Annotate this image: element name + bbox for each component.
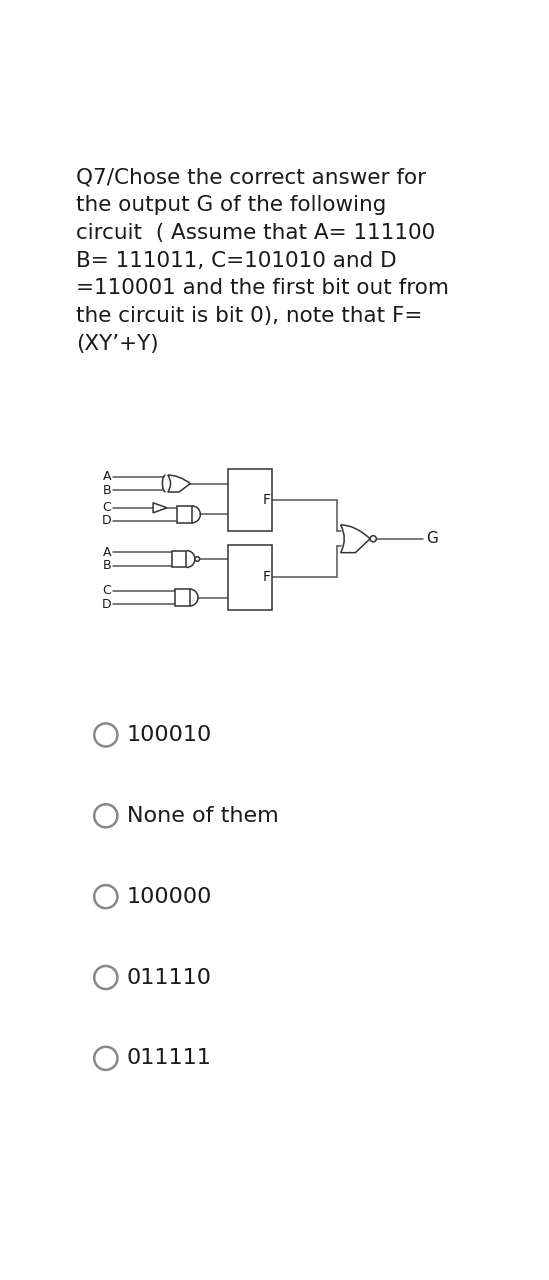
Text: A: A xyxy=(103,547,111,559)
Text: the output G of the following: the output G of the following xyxy=(76,195,386,215)
Circle shape xyxy=(94,884,117,909)
Text: (XY’+Y): (XY’+Y) xyxy=(76,334,159,353)
Circle shape xyxy=(370,536,376,541)
Text: A: A xyxy=(103,471,111,484)
Text: 100000: 100000 xyxy=(127,887,212,906)
Text: B: B xyxy=(103,484,111,497)
Bar xyxy=(227,545,272,611)
PathPatch shape xyxy=(153,503,167,513)
Text: C: C xyxy=(103,585,111,598)
Circle shape xyxy=(94,804,117,827)
Text: circuit  ( Assume that A= 111100: circuit ( Assume that A= 111100 xyxy=(76,223,435,243)
Circle shape xyxy=(195,557,200,562)
PathPatch shape xyxy=(175,589,189,605)
Text: Y: Y xyxy=(231,593,239,605)
Text: 011111: 011111 xyxy=(127,1048,211,1069)
Bar xyxy=(227,470,272,531)
PathPatch shape xyxy=(340,525,370,553)
Circle shape xyxy=(94,1047,117,1070)
Text: F: F xyxy=(262,571,270,585)
Text: C: C xyxy=(103,502,111,515)
Text: 100010: 100010 xyxy=(127,724,212,745)
PathPatch shape xyxy=(177,506,192,522)
Text: B= 111011, C=101010 and D: B= 111011, C=101010 and D xyxy=(76,251,397,270)
Text: =110001 and the first bit out from: =110001 and the first bit out from xyxy=(76,278,450,298)
Text: F: F xyxy=(262,493,270,507)
Circle shape xyxy=(94,723,117,746)
Text: X: X xyxy=(231,474,240,486)
Text: D: D xyxy=(102,598,111,611)
PathPatch shape xyxy=(168,475,191,492)
Text: B: B xyxy=(103,559,111,572)
Text: None of them: None of them xyxy=(127,806,278,826)
Text: Y: Y xyxy=(231,513,239,526)
Text: D: D xyxy=(102,515,111,527)
Text: G: G xyxy=(426,531,438,547)
PathPatch shape xyxy=(172,550,187,567)
Text: X: X xyxy=(231,549,240,562)
Circle shape xyxy=(94,966,117,989)
Text: 011110: 011110 xyxy=(127,968,212,987)
Text: Q7/Chose the correct answer for: Q7/Chose the correct answer for xyxy=(76,168,427,187)
Text: the circuit is bit 0), note that F=: the circuit is bit 0), note that F= xyxy=(76,306,423,326)
